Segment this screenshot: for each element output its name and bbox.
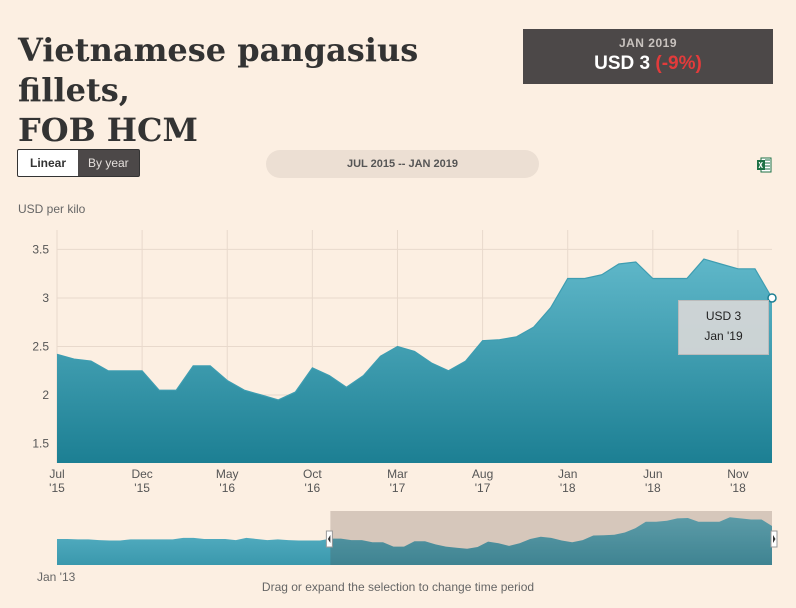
x-tick-label: Jan (558, 467, 577, 481)
page-title: Vietnamese pangasius fillets, FOB HCM (18, 30, 488, 150)
scale-toggle: Linear By year (17, 149, 140, 177)
price-line (56, 258, 773, 401)
tooltip-date: Jan '19 (704, 329, 743, 343)
x-tick-year: '16 (219, 481, 235, 495)
latest-price-box: JAN 2019 USD 3 (-9%) (523, 29, 773, 84)
y-tick-label: 3.5 (32, 242, 49, 256)
y-axis-label: USD per kilo (18, 202, 86, 216)
title-line-1: Vietnamese pangasius fillets, (18, 31, 419, 109)
by-year-button[interactable]: By year (88, 156, 129, 170)
highlight-point[interactable] (767, 293, 777, 303)
x-tick-year: '15 (49, 481, 65, 495)
x-tick-year: '18 (730, 481, 746, 495)
x-tick-year: '18 (645, 481, 661, 495)
navigator-selection[interactable] (330, 511, 772, 565)
x-tick-label: Aug (472, 467, 493, 481)
x-tick-label: May (216, 467, 239, 481)
x-tick-year: '18 (560, 481, 576, 495)
price-area (57, 259, 772, 463)
x-tick-label: Jun (643, 467, 662, 481)
x-tick-label: Nov (727, 467, 748, 481)
excel-icon[interactable] (756, 157, 772, 173)
price-chart: 1.522.533.5Jul'15Dec'15May'16Oct'16Mar'1… (32, 230, 777, 495)
period-selector[interactable]: JUL 2015 -- JAN 2019 (266, 150, 539, 178)
y-tick-label: 2 (42, 388, 49, 402)
x-tick-label: Mar (387, 467, 408, 481)
navigator-left-handle[interactable] (325, 530, 333, 548)
x-tick-year: '17 (475, 481, 491, 495)
x-tick-label: Oct (303, 467, 322, 481)
x-tick-year: '15 (134, 481, 150, 495)
x-tick-label: Dec (131, 467, 152, 481)
navigator-right-handle[interactable] (770, 530, 778, 548)
navigator-hint: Drag or expand the selection to change t… (261, 580, 535, 594)
navigator-area (57, 517, 772, 565)
tooltip-value: USD 3 (705, 309, 742, 323)
tooltip: USD 3 Jan '19 (678, 300, 769, 355)
y-tick-label: 1.5 (32, 437, 49, 451)
price-change: (-9%) (655, 53, 702, 74)
price-amount: USD 3 (594, 53, 651, 74)
latest-price-date: JAN 2019 (618, 36, 678, 50)
y-tick-label: 3 (42, 291, 49, 305)
x-tick-label: Jul (49, 467, 64, 481)
title-line-2: FOB HCM (18, 111, 198, 149)
latest-price-value: USD 3 (-9%) (523, 53, 773, 75)
navigator[interactable] (0, 505, 796, 580)
y-tick-label: 2.5 (32, 340, 49, 354)
x-tick-year: '16 (305, 481, 321, 495)
navigator-start-label: Jan '13 (37, 570, 76, 584)
x-tick-year: '17 (390, 481, 406, 495)
linear-button[interactable]: Linear (18, 150, 78, 176)
